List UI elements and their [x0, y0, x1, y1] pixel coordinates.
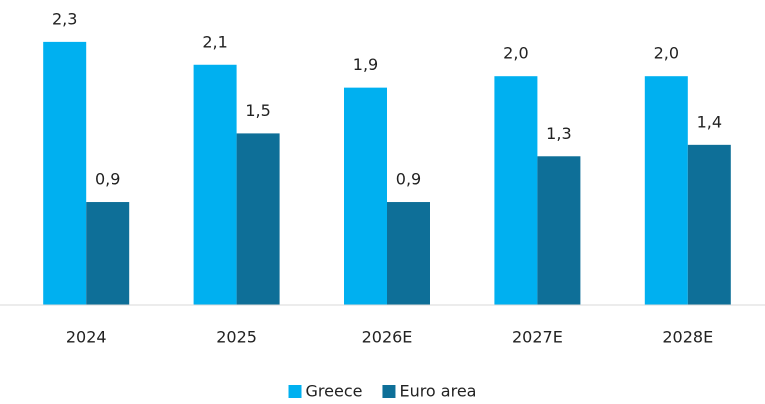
value-label: 2,3 [52, 9, 77, 28]
value-label: 1,4 [697, 112, 722, 131]
value-label: 1,5 [245, 101, 270, 120]
value-label: 2,0 [654, 44, 679, 63]
bar [537, 156, 581, 305]
bar [86, 202, 130, 305]
legend-swatch [288, 385, 302, 398]
value-label: 1,9 [353, 55, 378, 74]
bar [644, 76, 688, 305]
legend-label: Euro area [399, 382, 476, 401]
x-tick-label: 2028E [662, 328, 713, 347]
bar [687, 144, 731, 305]
value-label: 2,0 [503, 44, 528, 63]
bar [494, 76, 538, 305]
x-tick-label: 2024 [66, 328, 107, 347]
legend-label: Greece [306, 382, 363, 401]
x-tick-label: 2025 [216, 328, 257, 347]
value-label: 2,1 [202, 32, 227, 51]
bar [387, 202, 430, 305]
bar [236, 133, 280, 305]
x-tick-label: 2026E [362, 328, 413, 347]
bar [344, 87, 387, 305]
value-label: 0,9 [95, 170, 120, 189]
bar [193, 64, 237, 305]
legend-swatch [382, 385, 396, 398]
x-tick-label: 2027E [512, 328, 563, 347]
value-label: 0,9 [396, 170, 421, 189]
value-label: 1,3 [546, 124, 571, 143]
bar [43, 41, 87, 305]
